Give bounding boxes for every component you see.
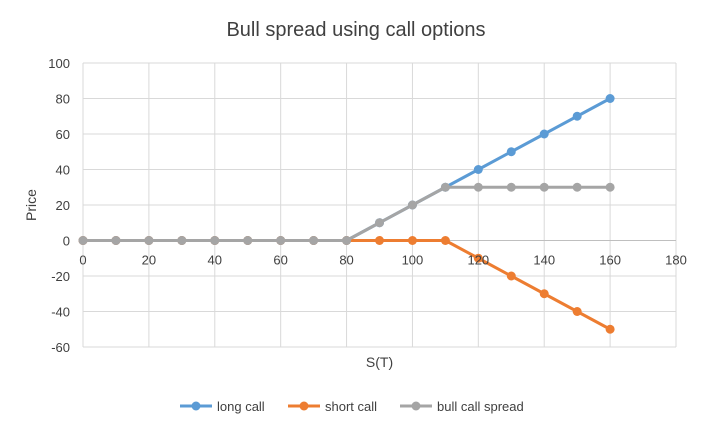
- x-tick-label: 80: [339, 253, 353, 268]
- x-tick-label: 60: [273, 253, 287, 268]
- data-point-bull-call-spread: [144, 236, 154, 245]
- legend-swatch-marker: [299, 401, 309, 411]
- legend-item-short-call: short call: [288, 399, 377, 414]
- data-point-bull-call-spread: [210, 236, 220, 245]
- y-tick-label: -20: [51, 269, 70, 284]
- legend-item-bull-call-spread: bull call spread: [400, 399, 524, 414]
- y-tick-label: 60: [56, 127, 70, 142]
- data-point-bull-call-spread: [243, 236, 253, 245]
- data-point-long-call: [605, 94, 615, 103]
- data-point-short-call: [407, 236, 417, 245]
- y-tick-label: 100: [48, 56, 70, 71]
- chart-title: Bull spread using call options: [226, 19, 485, 41]
- data-point-bull-call-spread: [342, 236, 352, 245]
- y-tick-label: -40: [51, 305, 70, 320]
- legend-item-long-call: long call: [180, 399, 265, 414]
- x-tick-label: 0: [79, 253, 86, 268]
- x-tick-label: 20: [142, 253, 156, 268]
- x-tick-label: 160: [599, 253, 621, 268]
- data-point-short-call: [605, 324, 615, 334]
- series-bull-call-spread: [78, 182, 615, 245]
- legend-label: short call: [325, 399, 377, 414]
- data-point-long-call: [539, 129, 549, 139]
- y-tick-label: -60: [51, 340, 70, 355]
- y-tick-label: 20: [56, 198, 70, 213]
- data-point-long-call: [506, 147, 516, 157]
- legend: long call short call bull call spread: [180, 399, 524, 414]
- data-point-bull-call-spread: [506, 182, 516, 192]
- data-point-short-call: [506, 271, 516, 281]
- data-point-bull-call-spread: [78, 236, 88, 245]
- y-axis-title: Price: [23, 189, 39, 221]
- y-tick-label: 40: [56, 163, 70, 178]
- y-tick-label: 80: [56, 92, 70, 107]
- data-point-short-call: [440, 236, 450, 245]
- data-point-bull-call-spread: [605, 182, 615, 192]
- data-point-bull-call-spread: [440, 182, 450, 192]
- x-tick-label: 140: [533, 253, 555, 268]
- data-point-short-call: [375, 236, 384, 245]
- data-point-bull-call-spread: [309, 236, 319, 245]
- data-point-bull-call-spread: [111, 236, 121, 245]
- data-point-short-call: [572, 307, 582, 316]
- y-axis-tick-labels: 100 80 60 40 20 0 -20 -40 -60: [48, 56, 70, 355]
- data-point-bull-call-spread: [572, 182, 582, 192]
- legend-label: long call: [217, 399, 265, 414]
- data-point-short-call: [473, 253, 483, 263]
- data-point-bull-call-spread: [177, 236, 187, 245]
- legend-swatch-marker: [411, 401, 421, 411]
- y-tick-label: 0: [63, 234, 70, 249]
- x-tick-label: 180: [665, 253, 687, 268]
- grid: [82, 62, 677, 348]
- legend-label: bull call spread: [437, 399, 524, 414]
- x-axis-tick-labels: 0 20 40 60 80 100 120 140 160 180: [79, 253, 686, 268]
- x-axis-title: S(T): [366, 354, 393, 370]
- data-point-bull-call-spread: [276, 236, 286, 245]
- data-point-long-call: [473, 165, 483, 174]
- x-tick-label: 100: [402, 253, 424, 268]
- data-point-bull-call-spread: [375, 218, 384, 228]
- x-tick-label: 120: [467, 253, 489, 268]
- series-layer: [78, 94, 615, 334]
- data-point-short-call: [539, 289, 549, 299]
- data-point-bull-call-spread: [539, 182, 549, 192]
- legend-swatch-marker: [191, 401, 201, 411]
- data-point-long-call: [572, 111, 582, 121]
- data-point-bull-call-spread: [473, 182, 483, 192]
- data-point-bull-call-spread: [407, 200, 417, 210]
- x-tick-label: 40: [208, 253, 222, 268]
